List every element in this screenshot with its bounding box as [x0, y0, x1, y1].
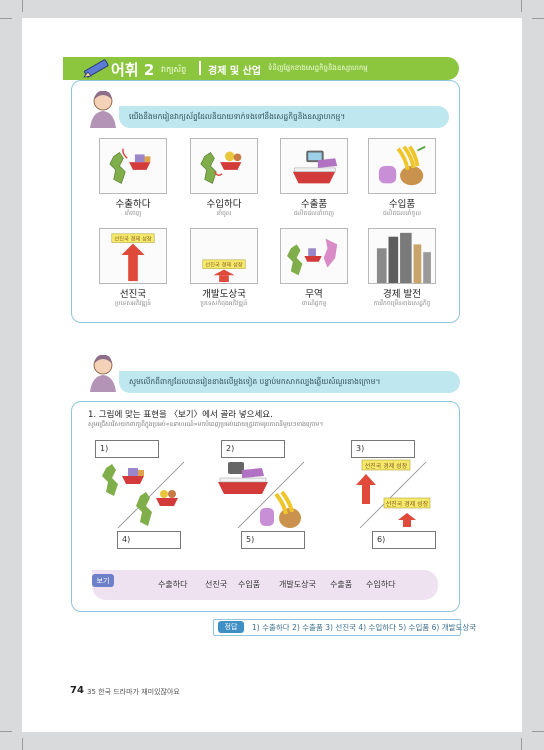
section-title-km: វាក្យស័ព្ទ: [161, 65, 187, 74]
teacher-avatar-icon: [90, 354, 116, 392]
sign-text: 선진국 경제 성장: [205, 261, 243, 269]
word-bank-item: 수출하다: [158, 580, 188, 589]
word-bank-item: 수입품: [238, 580, 261, 589]
answer-key-text: 1) 수출하다 2) 수출품 3) 선진국 4) 수입하다 5) 수입품 6) …: [252, 623, 477, 632]
crop-mark: [22, 738, 23, 750]
developing-country-short-arrow-icon: 선진국 경제 성장: [202, 259, 246, 283]
intro-speech-bubble: យើងនឹងមករៀនវាក្យស័ព្ទដែលនិយាយទាក់ទងទៅនឹង…: [119, 106, 449, 128]
vocab-card-export-goods: [280, 138, 348, 194]
answer-box-4[interactable]: 4): [117, 531, 181, 549]
developed-country-tall-arrow-icon: 선진국 경제 성장: [111, 233, 155, 282]
word-bank-label: 보기: [92, 574, 114, 587]
developed-country-tall-arrow-icon: 선진국 경제 성장: [356, 459, 411, 504]
intro-text: យើងនឹងមករៀនវាក្យស័ព្ទដែលនិយាយទាក់ទងទៅនឹង…: [129, 112, 346, 121]
question-km: សូមជ្រើសរើសយកពាក្យពីក្នុងប្រអប់«ឧទាហរណ៍»…: [88, 421, 324, 428]
crop-mark: [521, 0, 522, 12]
pencil-icon: [83, 59, 109, 78]
crop-mark: [532, 731, 544, 732]
vocab-word-7: 무역: [305, 289, 323, 300]
crop-mark: [0, 18, 12, 19]
vocab-card-export: [99, 138, 167, 194]
word-bank-item: 선진국: [205, 580, 228, 589]
vocab-card-developing: 선진국 경제 성장: [190, 228, 258, 284]
vocab-km-3: ផលិតផលនាំចេញ: [294, 210, 334, 217]
export-goods-ship-car-icon: [218, 462, 268, 494]
answer-box-5[interactable]: 5): [241, 531, 305, 549]
vocab-card-developed: 선진국 경제 성장: [99, 228, 167, 284]
trade-map-ship-icon: [287, 238, 338, 276]
answer-box-6[interactable]: 6): [372, 531, 436, 549]
vocab-km-4: ផលិតផលនាំចូល: [382, 210, 422, 217]
import-goods-fruit-icon: [260, 490, 301, 528]
answer-box-2[interactable]: 2): [221, 440, 285, 458]
answer-key-label: 정답: [218, 621, 244, 633]
export-map-ship-icon: [109, 148, 151, 184]
section-subtitle: 경제 및 산업: [208, 66, 261, 77]
vocab-card-economic-development: [368, 228, 436, 284]
import-map-ship-icon: [136, 490, 178, 526]
vocab-km-8: ការរីកចម្រើនខាងសេដ្ឋកិច្ច: [373, 300, 431, 307]
question-title: 1. 그림에 맞는 표현을 〈보기〉에서 골라 넣으세요.: [88, 410, 273, 420]
vocab-word-5: 선진국: [119, 289, 147, 300]
section-header: 어휘 2 វាក្យស័ព្ទ 경제 및 산업 ទំនិញផ្នែកខាងសេដ…: [63, 57, 459, 80]
vocab-km-6: ប្រទេសកំពុងអភិវឌ្ឍន៍: [200, 300, 248, 307]
vocab-card-import: [190, 138, 258, 194]
sign-text: 선진국 경제 성장: [386, 500, 429, 508]
word-bank-item: 개발도상국: [279, 580, 316, 589]
import-map-ship-icon: [200, 151, 242, 184]
vocab-word-2: 수입하다: [206, 199, 242, 210]
crop-mark: [0, 731, 12, 732]
vocab-word-6: 개발도상국: [202, 289, 246, 300]
answer-key: [213, 619, 461, 636]
answer-box-1[interactable]: 1): [95, 440, 159, 458]
vocab-word-3: 수출품: [300, 199, 328, 210]
vocab-km-7: ពាណិជ្ជកម្ម: [301, 300, 327, 307]
vocab-word-4: 수입품: [388, 199, 416, 210]
vocab-card-import-goods: [368, 138, 436, 194]
word-bank: [92, 570, 438, 600]
vocab-word-1: 수출하다: [115, 199, 151, 210]
practice-speech-bubble: សូមលើកពីពាក្យដែលបានរៀនខាងលើម្ដងទៀត បន្ទា…: [119, 371, 460, 393]
answer-box-3[interactable]: 3): [351, 440, 415, 458]
economic-development-buildings-icon: [376, 232, 431, 283]
vocab-word-8: 경제 발전: [383, 289, 421, 300]
sign-text: 선진국 경제 성장: [114, 235, 152, 243]
import-goods-fruit-icon: [378, 145, 426, 186]
running-footer-title: 35 한국 드라마가 재미있잖아요: [87, 688, 180, 696]
crop-mark: [532, 18, 544, 19]
teacher-avatar-icon: [90, 90, 116, 128]
word-bank-item: 수출품: [330, 580, 353, 589]
vocab-km-1: នាំចេញ: [124, 210, 142, 217]
word-bank-item: 수입하다: [366, 580, 396, 589]
vocab-card-trade: [280, 228, 348, 284]
export-map-ship-icon: [102, 464, 144, 496]
practice-divider-lines: [117, 461, 427, 529]
vocab-km-5: ប្រទេសអភិវឌ្ឍន៍: [115, 300, 151, 307]
page-number: 74: [70, 685, 84, 696]
sign-text: 선진국 경제 성장: [365, 462, 408, 470]
header-divider: [199, 61, 201, 75]
practice-text: សូមលើកពីពាក្យដែលបានរៀនខាងលើម្ដងទៀត បន្ទា…: [129, 377, 381, 386]
developing-country-short-arrow-icon: 선진국 경제 성장: [383, 497, 431, 527]
crop-mark: [22, 0, 23, 12]
vocab-km-2: នាំចូល: [216, 210, 232, 217]
section-title: 어휘 2: [111, 61, 155, 79]
crop-mark: [521, 738, 522, 750]
section-subtitle-km: ទំនិញផ្នែកខាងសេដ្ឋកិច្ចនិងឧស្សាហកម្ម: [268, 64, 368, 72]
export-goods-ship-car-icon: [292, 150, 338, 184]
